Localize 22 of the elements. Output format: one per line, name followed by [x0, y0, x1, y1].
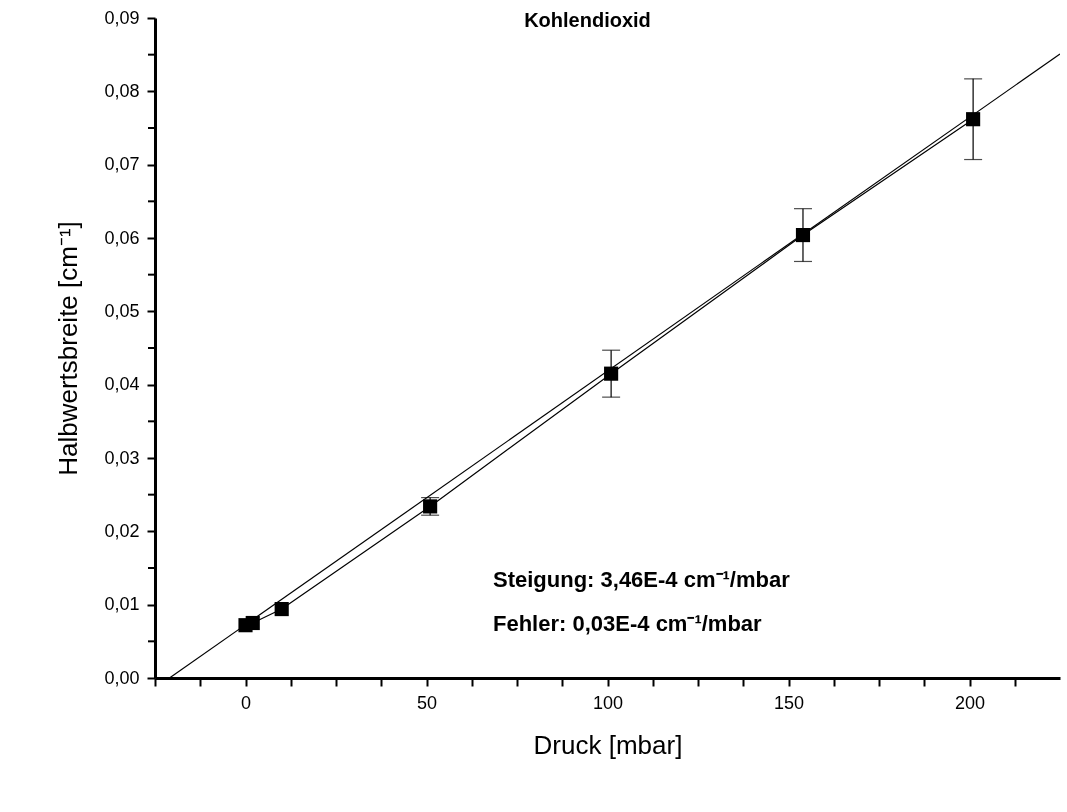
y-tick-label: 0,00 [104, 667, 140, 688]
y-tick-label: 0,06 [104, 227, 140, 248]
annotation: Steigung: 3,46E-4 cm⁻¹/mbar [493, 567, 791, 592]
y-tick-label: 0,04 [104, 374, 140, 395]
x-tick-label: 200 [954, 692, 986, 713]
y-axis-title: Halbwertsbreite [cm⁻¹] [53, 221, 84, 476]
y-tick-label: 0,02 [104, 520, 140, 541]
x-axis-title: Druck [mbar] [533, 729, 683, 760]
x-tick-label: 0 [240, 692, 252, 713]
point [274, 602, 289, 617]
y-tick-label: 0,05 [104, 300, 140, 321]
chart-title: Kohlendioxid [524, 9, 651, 31]
y-tick-label: 0,08 [104, 80, 140, 101]
x-tick-label: 50 [416, 692, 438, 713]
point [604, 366, 619, 381]
y-tick-label: 0,07 [104, 154, 140, 175]
y-tick-label: 0,01 [104, 594, 140, 615]
x-tick-label: 150 [773, 692, 805, 713]
annotation: Fehler: 0,03E-4 cm⁻¹/mbar [493, 611, 763, 636]
y-tick-label: 0,03 [104, 447, 140, 468]
x-tick-label: 100 [592, 692, 624, 713]
y-tick-label: 0,09 [104, 7, 140, 28]
